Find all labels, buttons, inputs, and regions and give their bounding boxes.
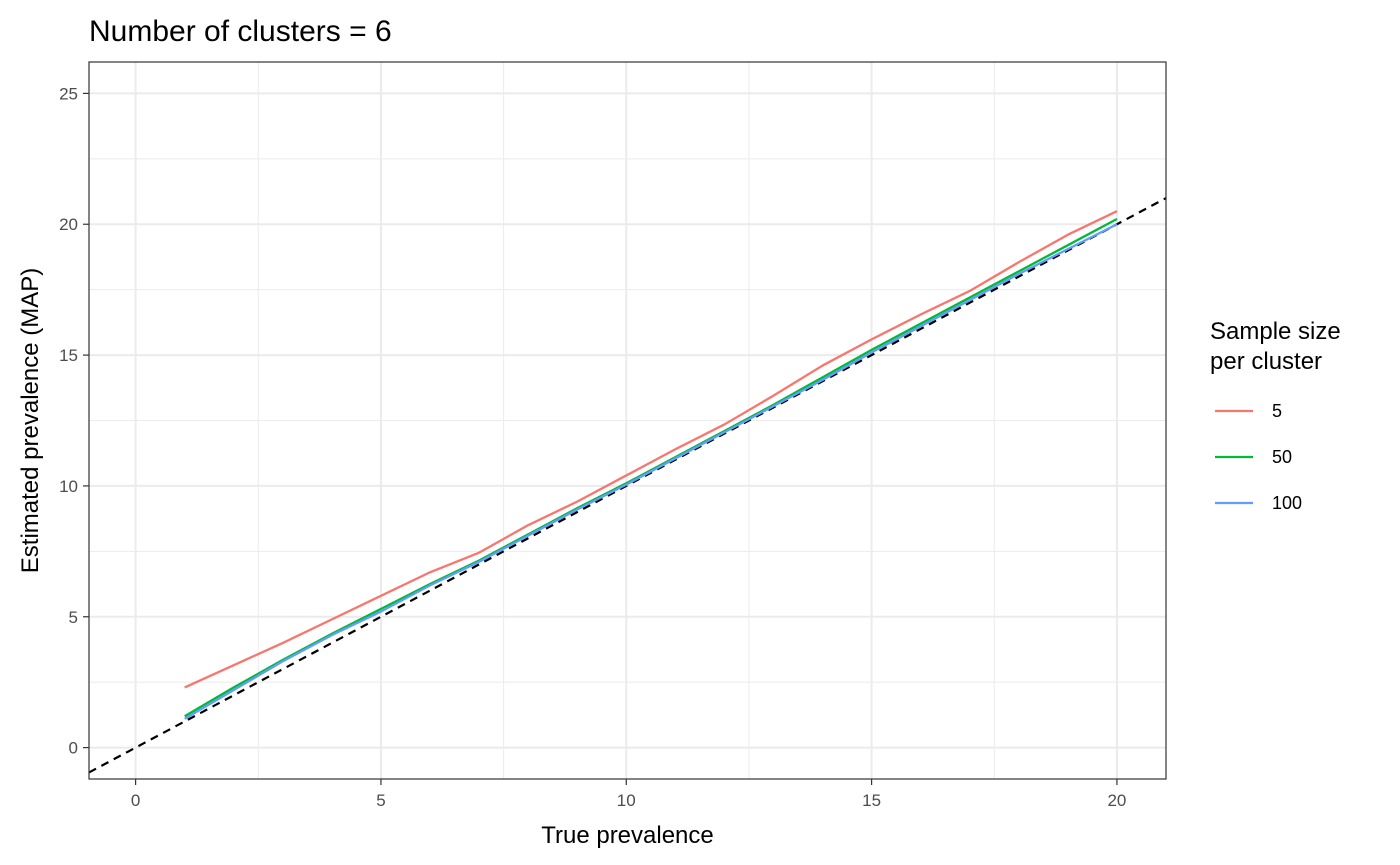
series-line-100 xyxy=(184,223,1118,720)
x-tick-label: 10 xyxy=(617,791,636,810)
x-tick-label: 20 xyxy=(1107,791,1126,810)
chart-title: Number of clusters = 6 xyxy=(89,15,392,48)
legend: Sample size per cluster 5 50 100 xyxy=(1210,318,1341,513)
x-tick-label: 15 xyxy=(862,791,881,810)
legend-title-line: Sample size xyxy=(1210,318,1341,345)
legend-label-100: 100 xyxy=(1272,493,1302,513)
axes: 0 5 10 15 20 0 5 10 15 20 25 xyxy=(59,84,1126,810)
y-tick-label: 5 xyxy=(69,608,78,627)
reference-line-identity xyxy=(89,197,1166,774)
x-tick-label: 5 xyxy=(376,791,385,810)
legend-label-5: 5 xyxy=(1272,401,1282,421)
y-tick-label: 25 xyxy=(59,84,78,103)
legend-label-50: 50 xyxy=(1272,447,1292,467)
legend-title-line: per cluster xyxy=(1210,348,1322,375)
y-axis-title: Estimated prevalence (MAP) xyxy=(17,268,44,573)
y-tick-label: 10 xyxy=(59,477,78,496)
plot-panel: 0 5 10 15 20 0 5 10 15 20 25 xyxy=(59,61,1167,810)
y-tick-label: 15 xyxy=(59,346,78,365)
series-line-50 xyxy=(184,217,1118,718)
y-tick-label: 20 xyxy=(59,215,78,234)
x-axis-title: True prevalence xyxy=(541,822,714,849)
x-tick-label: 0 xyxy=(131,791,140,810)
data-layer xyxy=(89,197,1166,774)
series-line-5 xyxy=(184,210,1118,689)
legend-title: Sample size per cluster xyxy=(1210,318,1341,375)
y-tick-label: 0 xyxy=(69,739,78,758)
panel-border xyxy=(88,61,1167,780)
